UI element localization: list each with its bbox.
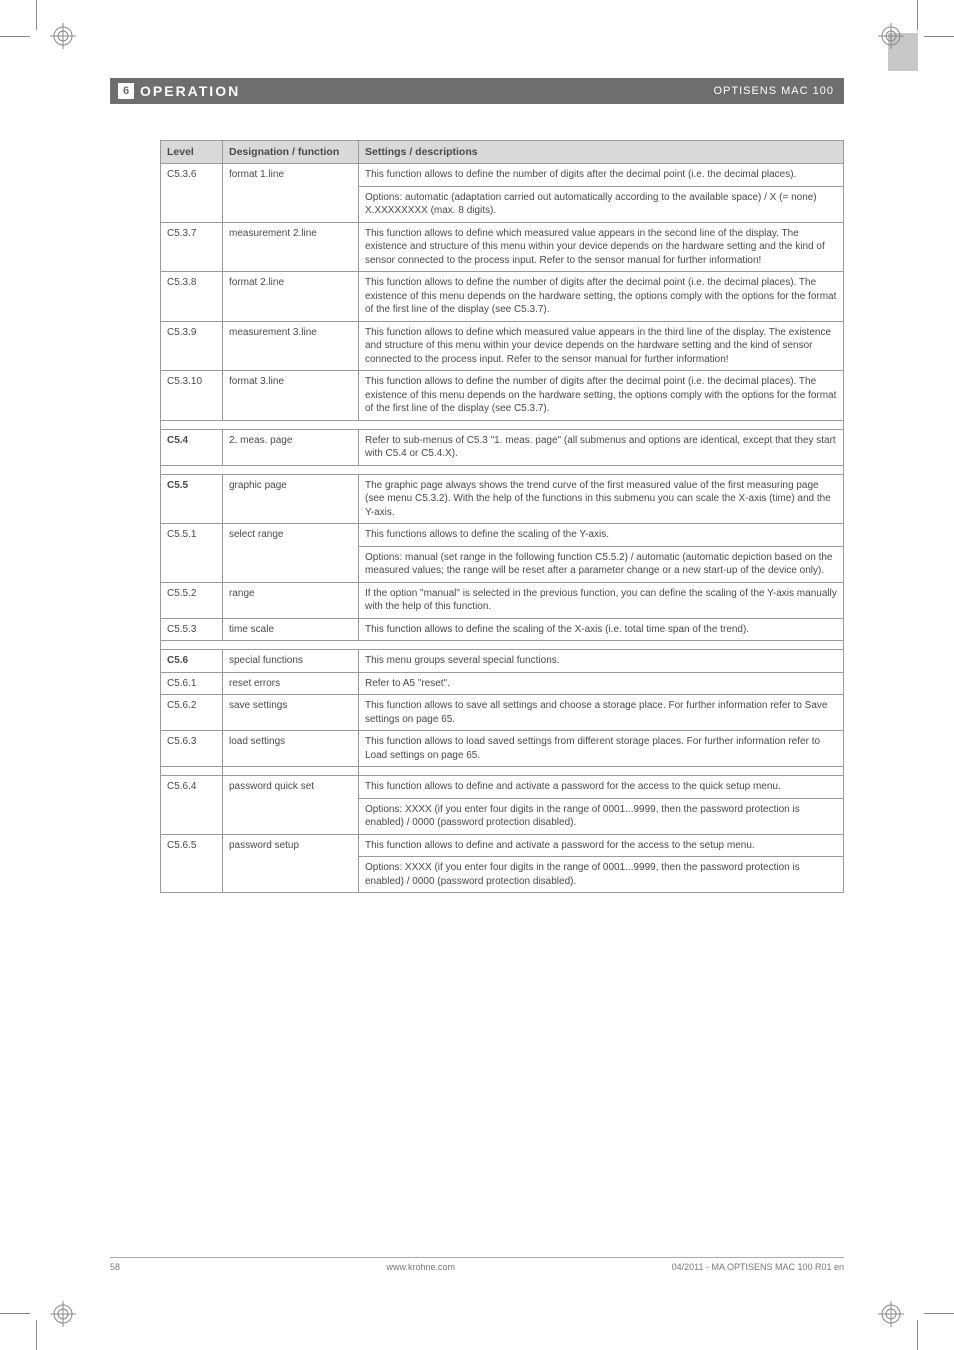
- table-header-row: Level Designation / function Settings / …: [161, 141, 844, 164]
- cell-settings: If the option "manual" is selected in th…: [359, 582, 844, 618]
- table-row: C5.6.5password setupThis function allows…: [161, 834, 844, 857]
- cell-level: C5.5.1: [161, 524, 223, 583]
- cell-level: C5.5.3: [161, 618, 223, 641]
- cell-designation: graphic page: [223, 474, 359, 524]
- col-header-settings: Settings / descriptions: [359, 141, 844, 164]
- cell-level: C5.5.2: [161, 582, 223, 618]
- table-row: C5.6special functionsThis menu groups se…: [161, 650, 844, 673]
- cell-settings: Options: automatic (adaptation carried o…: [359, 186, 844, 222]
- cell-settings: This function allows to load saved setti…: [359, 731, 844, 767]
- crop-mark: [917, 1320, 918, 1350]
- table-row: C5.6.3load settingsThis function allows …: [161, 731, 844, 767]
- cell-designation: range: [223, 582, 359, 618]
- crop-mark: [36, 1320, 37, 1350]
- cell-designation: select range: [223, 524, 359, 583]
- cell-designation: measurement 3.line: [223, 321, 359, 371]
- cell-settings: Refer to sub-menus of C5.3 "1. meas. pag…: [359, 429, 844, 465]
- cell-level: C5.3.8: [161, 272, 223, 322]
- crop-mark: [0, 36, 30, 37]
- table-row: C5.3.9measurement 3.lineThis function al…: [161, 321, 844, 371]
- registration-mark-icon: [878, 1301, 904, 1327]
- cell-settings: The graphic page always shows the trend …: [359, 474, 844, 524]
- table-row: C5.3.7measurement 2.lineThis function al…: [161, 222, 844, 272]
- section-header: 6 OPERATION OPTISENS MAC 100: [110, 78, 844, 104]
- cell-settings: This function allows to define which mea…: [359, 321, 844, 371]
- section-number: 6: [118, 83, 134, 99]
- cell-settings: This function allows to define and activ…: [359, 834, 844, 857]
- page-number: 58: [110, 1262, 170, 1272]
- crop-mark: [917, 0, 918, 30]
- crop-mark: [36, 0, 37, 30]
- cell-settings: Options: XXXX (if you enter four digits …: [359, 857, 844, 893]
- table-row: C5.5.3time scaleThis function allows to …: [161, 618, 844, 641]
- cell-level: C5.4: [161, 429, 223, 465]
- table-row: C5.42. meas. pageRefer to sub-menus of C…: [161, 429, 844, 465]
- cell-level: C5.6.5: [161, 834, 223, 893]
- cell-settings: This function allows to define which mea…: [359, 222, 844, 272]
- cell-level: C5.6.2: [161, 695, 223, 731]
- cell-settings: This function allows to define the numbe…: [359, 164, 844, 187]
- cell-designation: format 1.line: [223, 164, 359, 223]
- cell-level: C5.6.3: [161, 731, 223, 767]
- footer-site: www.krohne.com: [170, 1262, 672, 1272]
- product-name: OPTISENS MAC 100: [713, 85, 834, 97]
- cell-designation: format 2.line: [223, 272, 359, 322]
- cell-level: C5.6.4: [161, 776, 223, 835]
- table-row: C5.6.1reset errorsRefer to A5 "reset".: [161, 672, 844, 695]
- cell-level: C5.3.10: [161, 371, 223, 421]
- cell-designation: special functions: [223, 650, 359, 673]
- crop-mark: [924, 1313, 954, 1314]
- cell-level: C5.6: [161, 650, 223, 673]
- col-header-designation: Designation / function: [223, 141, 359, 164]
- cell-designation: 2. meas. page: [223, 429, 359, 465]
- registration-mark-icon: [50, 23, 76, 49]
- cell-designation: time scale: [223, 618, 359, 641]
- table-row: C5.6.2save settingsThis function allows …: [161, 695, 844, 731]
- table-row: C5.6.4password quick setThis function al…: [161, 776, 844, 799]
- cell-level: C5.3.9: [161, 321, 223, 371]
- footer-doc: 04/2011 - MA OPTISENS MAC 100 R01 en: [672, 1262, 844, 1272]
- cell-designation: password setup: [223, 834, 359, 893]
- crop-mark: [0, 1313, 30, 1314]
- cell-settings: This function allows to define the numbe…: [359, 371, 844, 421]
- table-row: C5.3.6format 1.lineThis function allows …: [161, 164, 844, 187]
- table-row: C5.3.10format 3.lineThis function allows…: [161, 371, 844, 421]
- page-footer: 58 www.krohne.com 04/2011 - MA OPTISENS …: [110, 1257, 844, 1272]
- cell-level: C5.5: [161, 474, 223, 524]
- cell-settings: This function allows to define the numbe…: [359, 272, 844, 322]
- table-row: C5.5graphic pageThe graphic page always …: [161, 474, 844, 524]
- table-spacer-row: [161, 465, 844, 474]
- table-row: C5.5.2rangeIf the option "manual" is sel…: [161, 582, 844, 618]
- crop-mark: [924, 36, 954, 37]
- cell-level: C5.3.6: [161, 164, 223, 223]
- cell-level: C5.3.7: [161, 222, 223, 272]
- spec-table: Level Designation / function Settings / …: [160, 140, 844, 893]
- cell-designation: format 3.line: [223, 371, 359, 421]
- table-spacer-row: [161, 420, 844, 429]
- cell-level: C5.6.1: [161, 672, 223, 695]
- registration-mark-icon: [50, 1301, 76, 1327]
- cell-settings: This menu groups several special functio…: [359, 650, 844, 673]
- registration-mark-icon: [878, 23, 904, 49]
- cell-settings: This function allows to define and activ…: [359, 776, 844, 799]
- cell-settings: Options: manual (set range in the follow…: [359, 546, 844, 582]
- col-header-level: Level: [161, 141, 223, 164]
- table-spacer-row: [161, 641, 844, 650]
- cell-settings: Options: XXXX (if you enter four digits …: [359, 798, 844, 834]
- cell-designation: measurement 2.line: [223, 222, 359, 272]
- table-spacer-row: [161, 767, 844, 776]
- cell-designation: password quick set: [223, 776, 359, 835]
- table-row: C5.3.8format 2.lineThis function allows …: [161, 272, 844, 322]
- cell-settings: This functions allows to define the scal…: [359, 524, 844, 547]
- section-title: OPERATION: [140, 83, 240, 99]
- cell-settings: This function allows to define the scali…: [359, 618, 844, 641]
- cell-settings: This function allows to save all setting…: [359, 695, 844, 731]
- cell-settings: Refer to A5 "reset".: [359, 672, 844, 695]
- cell-designation: load settings: [223, 731, 359, 767]
- content-area: Level Designation / function Settings / …: [160, 140, 844, 893]
- cell-designation: reset errors: [223, 672, 359, 695]
- cell-designation: save settings: [223, 695, 359, 731]
- table-row: C5.5.1select rangeThis functions allows …: [161, 524, 844, 547]
